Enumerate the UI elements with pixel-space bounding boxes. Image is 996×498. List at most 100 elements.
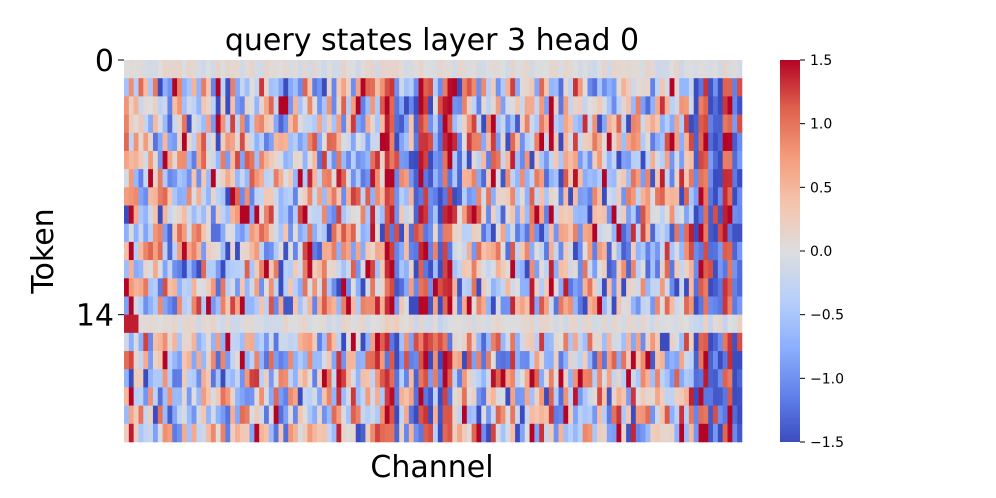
heatmap-cell [162,405,168,425]
heatmap-cell [157,314,163,334]
heatmap-cell [471,314,477,334]
heatmap-cell [650,169,656,188]
heatmap-cell [191,241,197,261]
heatmap-cell [138,223,144,243]
heatmap-cell [553,405,559,425]
heatmap-cell [500,296,506,315]
heatmap-cell [273,96,279,115]
heatmap-cell [466,369,472,388]
heatmap-cell [437,223,443,243]
heatmap-cell [302,369,308,388]
heatmap-cell [495,78,501,97]
heatmap-cell [490,314,497,334]
heatmap-cell [447,278,453,297]
heatmap-cell [428,296,434,315]
heatmap-cell [249,405,255,425]
heatmap-cell [206,205,212,225]
heatmap-cell [148,296,154,315]
heatmap-cell [601,187,608,206]
heatmap-cell [442,187,448,206]
heatmap-cell [616,260,622,279]
heatmap-cell [162,60,168,79]
heatmap-cell [688,423,695,443]
heatmap-cell [693,223,699,243]
heatmap-cell [128,60,134,79]
heatmap-cell [515,296,521,315]
heatmap-cell [292,314,299,334]
heatmap-cell [466,260,472,279]
heatmap-cell [500,241,506,261]
heatmap-cell [162,241,168,261]
heatmap-cell [539,405,545,425]
heatmap-cell [447,132,453,152]
heatmap-cell [191,387,197,406]
heatmap-cell [577,423,583,443]
heatmap-cell [283,332,289,352]
heatmap-cell [457,150,463,170]
heatmap-cell [249,296,255,315]
heatmap-cell [679,169,685,188]
heatmap-cell [249,223,255,243]
heatmap-cell [601,278,608,297]
heatmap-cell [181,405,188,425]
heatmap-cell [152,60,159,79]
heatmap-cell [326,387,332,406]
heatmap-cell [268,332,274,352]
heatmap-cell [215,423,221,443]
heatmap-cell [534,278,540,297]
heatmap-cell [370,150,376,170]
heatmap-cell [215,387,221,406]
heatmap-cell [418,296,424,315]
heatmap-cell [321,351,328,370]
heatmap-cell [606,423,612,443]
heatmap-cell [611,78,617,97]
heatmap-cell [442,278,448,297]
heatmap-cell [346,351,352,370]
heatmap-cell [355,205,361,225]
heatmap-cell [708,351,714,370]
heatmap-cell [307,296,313,315]
heatmap-cell [307,405,313,425]
heatmap-cell [630,132,637,152]
heatmap-cell [225,423,231,443]
heatmap-cell [515,187,521,206]
heatmap-cell [143,405,149,425]
heatmap-cell [548,223,555,243]
heatmap-cell [167,278,173,297]
heatmap-cell [283,241,289,261]
heatmap-cell [321,187,328,206]
heatmap-cell [152,78,159,97]
heatmap-cell [157,351,163,370]
heatmap-cell [172,332,178,352]
heatmap-cell [655,405,661,425]
heatmap-cell [684,423,690,443]
heatmap-cell [292,260,299,279]
heatmap-cell [650,332,656,352]
heatmap-cell [408,241,414,261]
heatmap-cell [688,96,695,115]
heatmap-cell [606,132,612,152]
heatmap-cell [181,169,188,188]
heatmap-cell [268,96,274,115]
heatmap-cell [524,187,530,206]
heatmap-cell [645,369,651,388]
heatmap-cell [684,241,690,261]
heatmap-cell [548,114,555,134]
heatmap-cell [177,387,183,406]
heatmap-cell [732,332,738,352]
heatmap-cell [350,332,357,352]
heatmap-cell [148,423,154,443]
heatmap-cell [341,278,347,297]
heatmap-cell [544,114,550,134]
heatmap-cell [558,169,564,188]
heatmap-cell [650,423,656,443]
heatmap-cell [481,405,487,425]
heatmap-cell [515,369,521,388]
heatmap-cell [693,351,699,370]
heatmap-cell [568,60,574,79]
heatmap-cell [737,278,743,297]
heatmap-cell [312,260,318,279]
heatmap-cell [524,205,530,225]
heatmap-cell [379,169,386,188]
heatmap-cell [437,260,443,279]
